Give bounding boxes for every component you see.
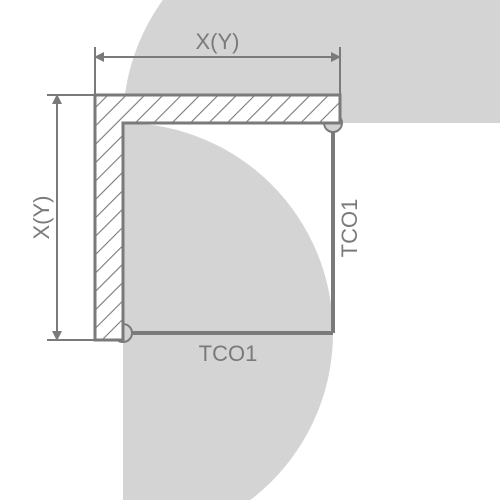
dimension-left-label: X(Y) [29, 196, 54, 240]
swing-arc-bottom [123, 123, 333, 500]
dimension-top-label: X(Y) [196, 29, 240, 54]
door-right-label: TCO1 [337, 199, 362, 258]
door-bottom-label: TCO1 [199, 341, 258, 366]
